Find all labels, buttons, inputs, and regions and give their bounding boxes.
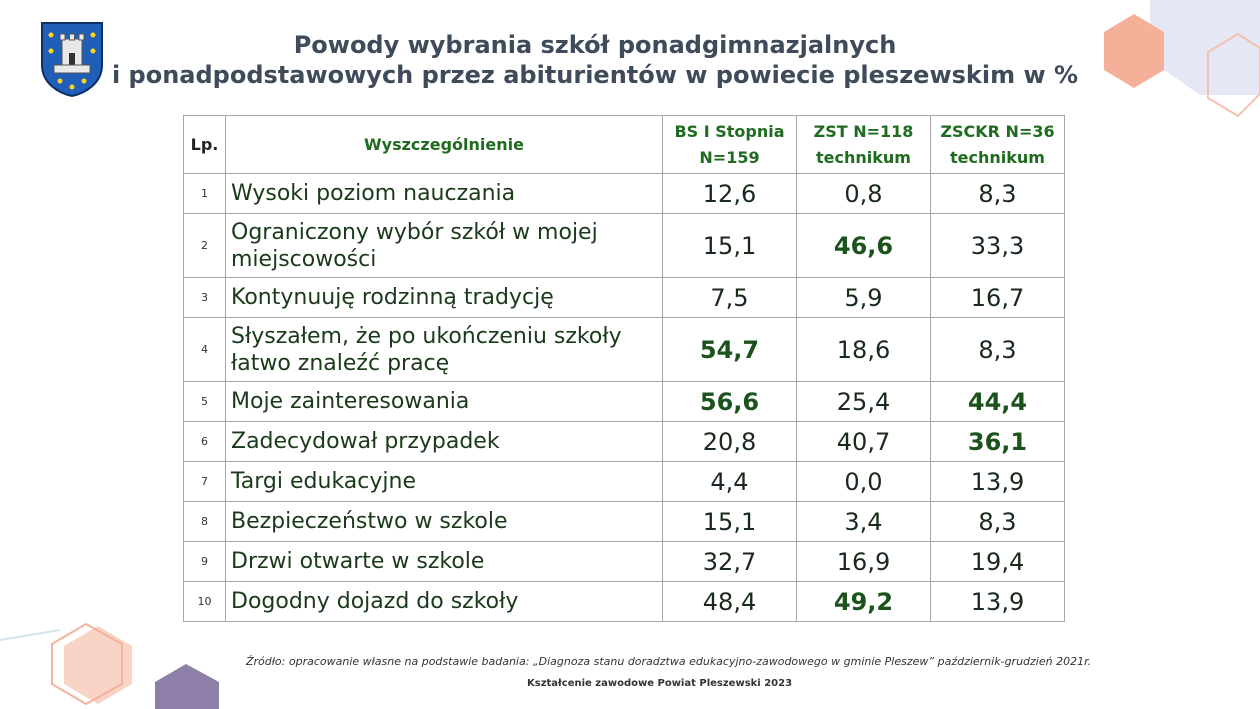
row-value-zst: 5,9: [796, 277, 931, 318]
row-value-zst: 3,4: [796, 501, 931, 542]
title-line-1: Powody wybrania szkół ponadgimnazjalnych: [293, 31, 897, 59]
row-value-zsckr: 8,3: [930, 501, 1065, 542]
data-table: Lp. Wyszczególnienie BS I Stopnia N=159 …: [183, 115, 1065, 622]
row-name: Dogodny dojazd do szkoły: [225, 581, 663, 622]
table-row: 6 Zadecydował przypadek 20,8 40,7 36,1: [183, 421, 1065, 462]
row-value-bs: 7,5: [662, 277, 797, 318]
row-value-zst: 49,2: [796, 581, 931, 622]
table-row: 3 Kontynuuję rodzinną tradycję 7,5 5,9 16,7: [183, 277, 1065, 318]
row-value-zsckr: 16,7: [930, 277, 1065, 318]
row-value-bs: 15,1: [662, 213, 797, 278]
table-row: 2 Ograniczony wybór szkół w mojej miejsco…: [183, 213, 1065, 278]
row-name: Ograniczony wybór szkół w mojej miejscow…: [225, 213, 663, 278]
row-value-zst: 18,6: [796, 317, 931, 382]
row-lp: 6: [183, 421, 226, 462]
row-value-zst: 0,0: [796, 461, 931, 502]
row-value-zsckr: 19,4: [930, 541, 1065, 582]
row-name: Drzwi otwarte w szkole: [225, 541, 663, 582]
table-row: 9 Drzwi otwarte w szkole 32,7 16,9 19,4: [183, 541, 1065, 582]
header-zst-line2: technikum: [816, 147, 911, 167]
row-lp: 10: [183, 581, 226, 622]
table-row: 7 Targi edukacyjne 4,4 0,0 13,9: [183, 461, 1065, 502]
title-line-2: i ponadpodstawowych przez abiturientów w…: [111, 61, 1079, 89]
row-value-bs: 12,6: [662, 173, 797, 214]
row-value-bs: 56,6: [662, 381, 797, 422]
row-lp: 1: [183, 173, 226, 214]
row-lp: 4: [183, 317, 226, 382]
row-name: Bezpieczeństwo w szkole: [225, 501, 663, 542]
row-name: Targi edukacyjne: [225, 461, 663, 502]
decorative-hexagons-bottom: [0, 622, 219, 709]
row-value-zsckr: 13,9: [930, 581, 1065, 622]
footer-text: Kształcenie zawodowe Powiat Pleszewski 2…: [527, 678, 793, 689]
table-row: 1 Wysoki poziom nauczania 12,6 0,8 8,3: [183, 173, 1065, 214]
row-value-zsckr: 33,3: [930, 213, 1065, 278]
coat-of-arms-icon: [41, 22, 103, 97]
header-zst: ZST N=118 technikum: [796, 115, 931, 174]
row-value-zst: 25,4: [796, 381, 931, 422]
row-value-bs: 4,4: [662, 461, 797, 502]
row-value-bs: 54,7: [662, 317, 797, 382]
table-row: 5 Moje zainteresowania 56,6 25,4 44,4: [183, 381, 1065, 422]
row-value-zsckr: 44,4: [930, 381, 1065, 422]
page-title: Powody wybrania szkół ponadgimnazjalnych…: [0, 30, 1190, 90]
row-value-zsckr: 8,3: [930, 317, 1065, 382]
header-zsckr: ZSCKR N=36 technikum: [930, 115, 1065, 174]
header-zsckr-line1: ZSCKR N=36: [940, 121, 1055, 141]
header-zst-line1: ZST N=118: [813, 121, 914, 141]
row-value-bs: 32,7: [662, 541, 797, 582]
row-name: Kontynuuję rodzinną tradycję: [225, 277, 663, 318]
row-lp: 2: [183, 213, 226, 278]
row-lp: 9: [183, 541, 226, 582]
header-name: Wyszczególnienie: [225, 115, 663, 174]
row-name: Słyszałem, że po ukończeniu szkoły łatwo…: [225, 317, 663, 382]
row-value-zsckr: 36,1: [930, 421, 1065, 462]
row-value-zst: 16,9: [796, 541, 931, 582]
row-value-zst: 46,6: [796, 213, 931, 278]
row-name: Moje zainteresowania: [225, 381, 663, 422]
header-bs: BS I Stopnia N=159: [662, 115, 797, 174]
table-header-row: Lp. Wyszczególnienie BS I Stopnia N=159 …: [183, 115, 1065, 174]
header-bs-line2: N=159: [699, 147, 760, 167]
row-value-zsckr: 8,3: [930, 173, 1065, 214]
table-row: 10 Dogodny dojazd do szkoły 48,4 49,2 13,9: [183, 581, 1065, 622]
row-value-bs: 48,4: [662, 581, 797, 622]
row-name: Zadecydował przypadek: [225, 421, 663, 462]
table-row: 4 Słyszałem, że po ukończeniu szkoły łatw…: [183, 317, 1065, 382]
row-lp: 8: [183, 501, 226, 542]
header-zsckr-line2: technikum: [950, 147, 1045, 167]
row-lp: 3: [183, 277, 226, 318]
row-value-zst: 40,7: [796, 421, 931, 462]
row-value-zsckr: 13,9: [930, 461, 1065, 502]
header-lp: Lp.: [183, 115, 226, 174]
row-value-bs: 20,8: [662, 421, 797, 462]
row-value-bs: 15,1: [662, 501, 797, 542]
row-lp: 7: [183, 461, 226, 502]
row-name: Wysoki poziom nauczania: [225, 173, 663, 214]
header-bs-line1: BS I Stopnia: [674, 121, 785, 141]
source-note: Źródło: opracowanie własne na podstawie …: [246, 655, 1092, 668]
row-value-zst: 0,8: [796, 173, 931, 214]
row-lp: 5: [183, 381, 226, 422]
table-row: 8 Bezpieczeństwo w szkole 15,1 3,4 8,3: [183, 501, 1065, 542]
decorative-hexagons-top: [1104, 0, 1260, 118]
